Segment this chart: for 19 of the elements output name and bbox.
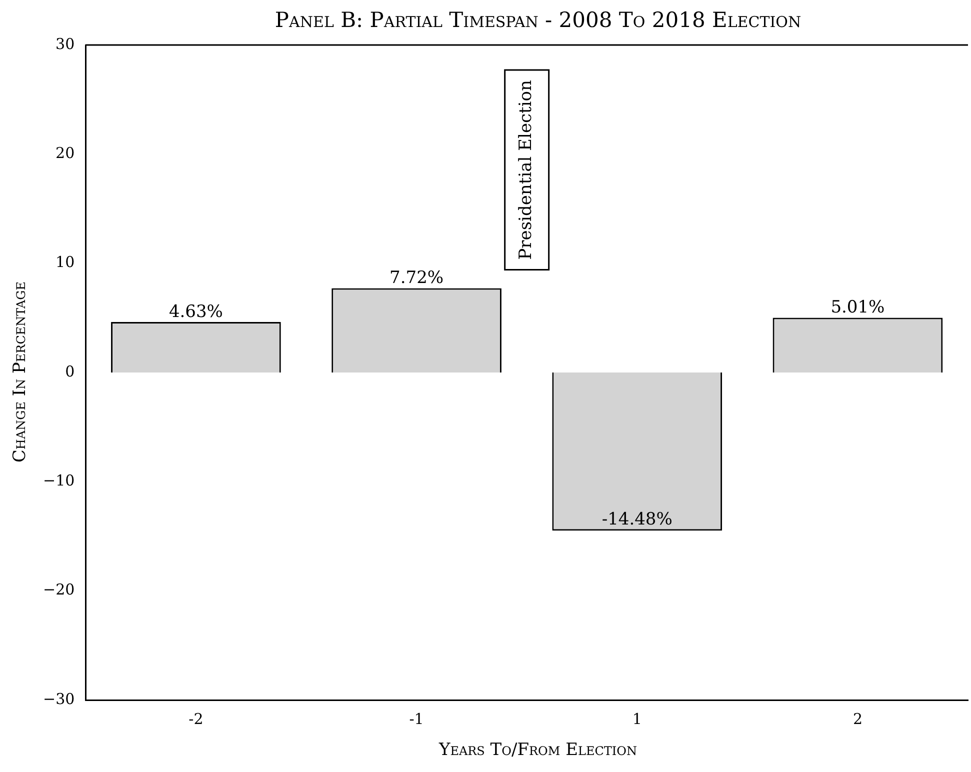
chart-title: Panel B: Partial Timespan - 2008 To 2018 Election [274, 8, 802, 32]
x-tick-label: -2 [188, 710, 204, 728]
y-tick-label: −30 [43, 690, 75, 708]
y-tick-label: 10 [56, 253, 75, 272]
x-tick-label: 1 [632, 710, 642, 728]
y-tick-label: −20 [43, 580, 75, 599]
annotation: Presidential Election [516, 80, 536, 260]
data-label: 5.01% [830, 298, 885, 318]
data-label: 4.63% [168, 302, 223, 322]
y-tick-label: 20 [56, 144, 75, 162]
data-label: -14.48% [602, 509, 672, 530]
y-tick-label: 0 [65, 362, 75, 380]
data-label: 7.72% [390, 268, 444, 288]
y-axis-title: Change In Percentage [10, 281, 30, 463]
x-axis-title: Years To/From Election [438, 740, 638, 760]
x-tick-label: -1 [409, 710, 424, 728]
x-tick-label: 2 [852, 710, 862, 728]
y-tick-label: 30 [56, 34, 75, 53]
y-tick-label: −10 [43, 472, 75, 490]
